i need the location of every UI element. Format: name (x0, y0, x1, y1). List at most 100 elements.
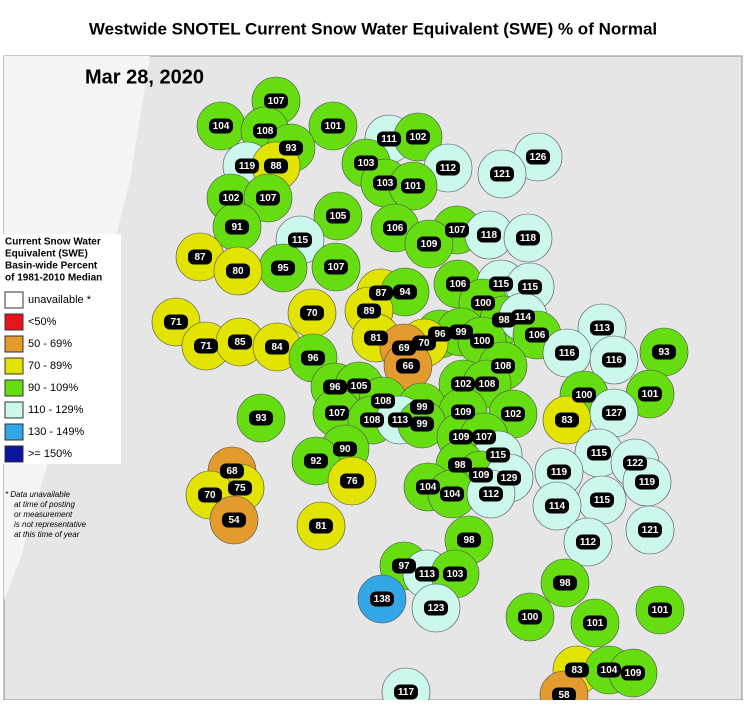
basin-label: 108 (479, 379, 496, 390)
basin-label-box (553, 575, 577, 591)
basin-label-box (479, 486, 503, 502)
basin-label-box (164, 314, 188, 330)
basin-label: 108 (257, 126, 274, 137)
basin-label: 109 (421, 239, 438, 250)
basin-label: 103 (377, 178, 394, 189)
basin-label-box (340, 473, 364, 489)
basin-label: 70 (418, 338, 430, 349)
basin-label-box (565, 662, 589, 678)
basin-label-box (457, 532, 481, 548)
basin-label: 83 (561, 415, 573, 426)
basin-label-box (492, 312, 516, 328)
basin-label: 108 (375, 396, 392, 407)
basin-label-box (249, 410, 273, 426)
basin-label-box (443, 566, 467, 582)
basin-label-box (188, 249, 212, 265)
basin-label: 95 (277, 263, 289, 274)
basin-label: 100 (474, 336, 491, 347)
basin-label-box (253, 123, 277, 139)
basin-label-box (392, 558, 416, 574)
basin-label-box (547, 464, 571, 480)
basin-label-box (256, 190, 280, 206)
basin-label: 109 (473, 470, 490, 481)
legend-label: unavailable * (28, 294, 92, 306)
basin-label: 76 (346, 476, 358, 487)
basin-label-box (638, 386, 662, 402)
basin-label: 114 (549, 501, 566, 512)
basin-label: 109 (453, 432, 470, 443)
basin-label: 81 (370, 333, 382, 344)
basin-label-box (219, 190, 243, 206)
basin-label-box (525, 327, 549, 343)
basin-label-box (392, 340, 416, 356)
legend-label: 90 - 109% (28, 382, 78, 394)
basin-label: 115 (493, 279, 510, 290)
basin-label-box (347, 378, 371, 394)
basin-label-box (371, 393, 395, 409)
basin-label: 106 (529, 330, 546, 341)
basin-label-box (271, 260, 295, 276)
basin-label-box (449, 429, 473, 445)
basin-label: 85 (234, 337, 246, 348)
basin-label: 115 (292, 235, 309, 246)
basin-label-box (194, 338, 218, 354)
basin-label-box (572, 387, 596, 403)
basin-label-box (648, 602, 672, 618)
legend-label: >= 150% (28, 448, 72, 460)
basin-label: 96 (307, 353, 319, 364)
basin-label: 116 (559, 348, 576, 359)
basin-label-box (555, 412, 579, 428)
basin-label-box (590, 320, 614, 336)
basin-label: 103 (447, 569, 464, 580)
legend-swatch (4, 445, 24, 463)
basin-label-box (417, 236, 441, 252)
basin-label: 122 (627, 458, 644, 469)
basin-label-box (638, 522, 662, 538)
basin-label: 109 (625, 668, 642, 679)
basin-label-box (288, 232, 312, 248)
basin-label-box (445, 222, 469, 238)
basin-label-box (264, 93, 288, 109)
basin-label: 115 (522, 282, 539, 293)
basin-label-box (436, 160, 460, 176)
title: Westwide SNOTEL Current Snow Water Equiv… (89, 19, 657, 38)
basin-label: 96 (329, 382, 341, 393)
basin-label: 104 (213, 121, 230, 132)
legend-label: 50 - 69% (28, 338, 72, 350)
basin-label: 127 (606, 408, 623, 419)
basin-label: 104 (420, 482, 437, 493)
basin-label: 96 (434, 329, 446, 340)
basin-label-box (360, 412, 384, 428)
basin-label-box (354, 155, 378, 171)
basin-label-box (393, 284, 417, 300)
basin-label: 101 (405, 181, 422, 192)
basin-label: 93 (255, 413, 267, 424)
footnote: at time of posting (14, 500, 75, 509)
basin-label: 106 (450, 279, 467, 290)
basin-label: 112 (580, 537, 597, 548)
basin-label-box (497, 470, 521, 486)
basin-label-box (451, 376, 475, 392)
basin-label: 97 (398, 561, 410, 572)
basin-label-box (373, 175, 397, 191)
basin-label: 75 (234, 483, 246, 494)
basin-label-box (225, 219, 249, 235)
legend-swatch (4, 335, 24, 353)
basin-label-box (279, 140, 303, 156)
basin-label-box (222, 512, 246, 528)
basin-label-box (412, 335, 436, 351)
basin-label-box (324, 259, 348, 275)
basin-label: 107 (328, 262, 345, 273)
basin-label: 100 (522, 612, 539, 623)
basin-label-box (472, 429, 496, 445)
basin-label-box (410, 399, 434, 415)
basin-label: 94 (399, 287, 411, 298)
basin-label-box (555, 345, 579, 361)
basin-label-box (623, 455, 647, 471)
basin-label: 58 (558, 690, 570, 700)
basin-label: 98 (454, 460, 466, 471)
basin-label: 107 (449, 225, 466, 236)
legend-label: 130 - 149% (28, 426, 84, 438)
basin-label: 103 (358, 158, 375, 169)
